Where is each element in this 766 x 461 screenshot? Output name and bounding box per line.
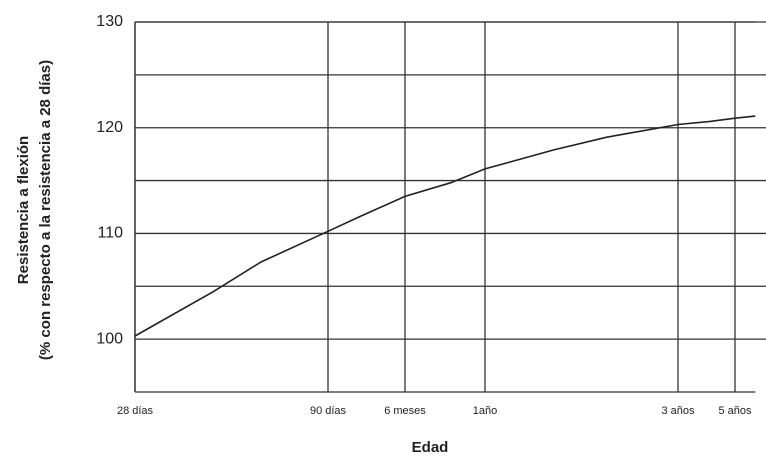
x-tick-label: 3 años (661, 405, 695, 417)
y-tick-label: 100 (96, 330, 123, 347)
y-tick-label: 130 (96, 13, 123, 30)
x-tick-label: 1año (473, 405, 497, 417)
data-line (134, 115, 756, 337)
y-axis-title: Resistencia a flexión (15, 136, 32, 284)
y-tick-label: 120 (96, 119, 123, 136)
x-tick-label: 90 días (310, 405, 347, 417)
x-tick-label: 28 días (117, 405, 154, 417)
y-tick-label: 110 (97, 225, 123, 242)
x-tick-label: 5 años (718, 405, 752, 417)
x-axis-title: Edad (412, 439, 449, 456)
x-tick-label: 6 meses (384, 405, 426, 417)
y-axis-title: (% con respecto a la resistencia a 28 dí… (37, 60, 54, 360)
